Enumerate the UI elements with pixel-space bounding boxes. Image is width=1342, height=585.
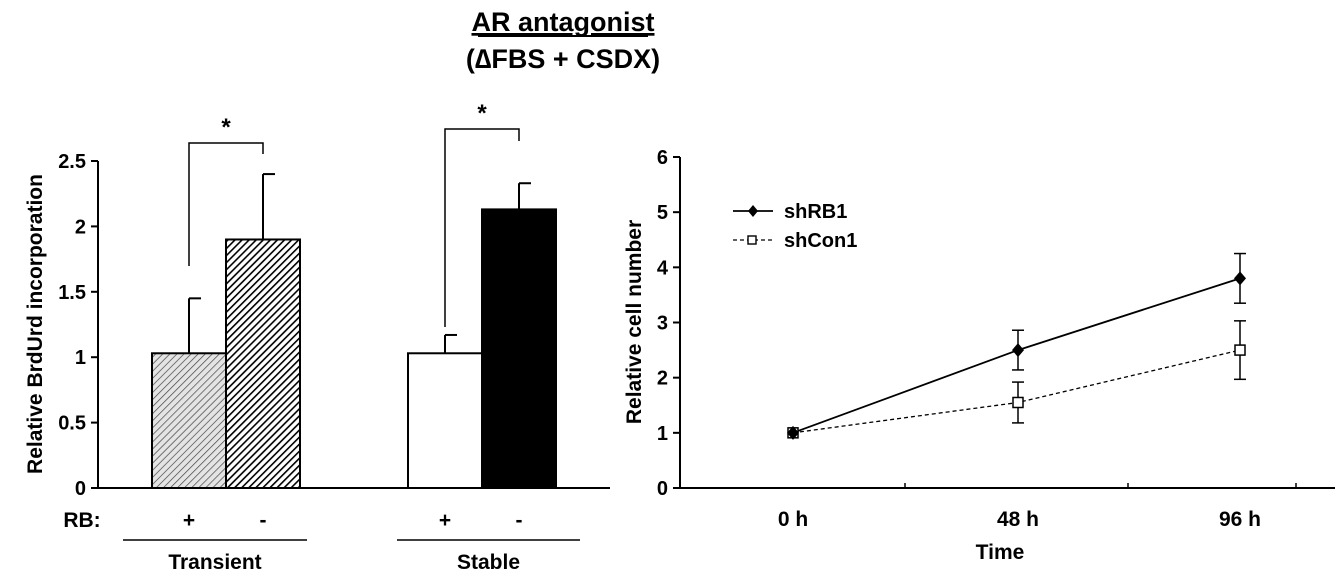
- line-chart-x-tick-label: 48 h: [997, 508, 1039, 531]
- bar-chart-y-tick-label: 2: [75, 216, 86, 238]
- data-point-diamond: [1012, 343, 1024, 358]
- figure-title: AR antagonist: [471, 7, 654, 37]
- bar-chart-y-tick-label: 2.5: [58, 151, 86, 173]
- line-chart-y-tick-label: 6: [657, 147, 668, 169]
- bar-stable-rbminus: [481, 208, 557, 489]
- significance-bracket: [444, 128, 520, 327]
- line-chart-y-tick-label: 4: [657, 257, 669, 279]
- line-chart-xlabel: Time: [976, 541, 1025, 564]
- line-chart-x-tick-label: 96 h: [1219, 508, 1261, 531]
- rb-status-label: -: [260, 509, 267, 532]
- series-line-shrb1: [792, 277, 1241, 434]
- rb-status-label: +: [439, 509, 451, 532]
- data-point-diamond: [787, 425, 799, 440]
- bar-chart: Relative BrdUrd incorporation 0 0.5 1 1.5 2 2…: [24, 100, 610, 574]
- bar-chart-significance: **: [188, 100, 520, 327]
- bar-chart-y-tick-label: 0.5: [58, 413, 86, 435]
- line-chart-x-tick-label: 0 h: [778, 508, 808, 531]
- figure-subtitle: (∆FBS + CSDX): [466, 44, 660, 74]
- line-chart: Relative cell number Time 0 1 2 3 4 5 6 0 h 48 h…: [623, 147, 1335, 564]
- rb-status-label: +: [183, 509, 195, 532]
- line-chart-legend: shRB1 shCon1: [733, 201, 857, 252]
- data-point-square: [1012, 396, 1024, 409]
- legend-marker-square: [747, 235, 757, 245]
- significance-asterisk: *: [221, 114, 231, 141]
- line-chart-axes: [673, 156, 1335, 489]
- legend-label-shrb1: shRB1: [784, 201, 847, 223]
- bar-chart-ylabel: Relative BrdUrd incorporation: [24, 174, 47, 474]
- group-label-transient: Transient: [168, 551, 261, 574]
- line-chart-y-tick-label: 2: [657, 368, 668, 390]
- bar-stable-rbplus: [407, 352, 483, 489]
- bar-chart-y-tick-label: 1.5: [58, 282, 86, 304]
- series-line-shcon1: [792, 349, 1241, 434]
- bar-chart-category-labels: + - Transient + - Stable: [123, 509, 580, 574]
- line-chart-y-tick-label: 3: [657, 313, 668, 335]
- bar-chart-y-tick-label: 0: [75, 478, 86, 500]
- bar-chart-bars: [151, 208, 557, 489]
- bar-transient-rbplus: [151, 352, 227, 489]
- line-chart-tick-labels: 0 1 2 3 4 5 6 0 h 48 h 96 h: [657, 147, 1261, 531]
- line-chart-ylabel: Relative cell number: [623, 220, 646, 424]
- significance-bracket: [188, 142, 264, 266]
- line-chart-y-tick-label: 0: [657, 478, 668, 500]
- line-chart-y-tick-label: 5: [657, 202, 668, 224]
- significance-asterisk: *: [477, 100, 487, 127]
- series-shcon1: [792, 320, 1246, 434]
- bar-chart-y-tick-label: 1: [75, 347, 86, 369]
- bar-chart-error-bars: [188, 173, 531, 354]
- legend-label-shcon1: shCon1: [784, 230, 857, 252]
- bar-transient-rbminus: [225, 238, 301, 489]
- line-chart-y-tick-label: 1: [657, 423, 668, 445]
- legend-marker-diamond: [748, 205, 758, 217]
- line-chart-series: [787, 252, 1246, 440]
- rb-row-label: RB:: [63, 509, 100, 532]
- data-point-diamond: [1234, 271, 1246, 286]
- group-label-stable: Stable: [457, 551, 520, 574]
- bar-chart-y-tick-labels: 0 0.5 1 1.5 2 2.5: [58, 151, 86, 500]
- rb-status-label: -: [516, 509, 523, 532]
- data-point-square: [1234, 344, 1246, 356]
